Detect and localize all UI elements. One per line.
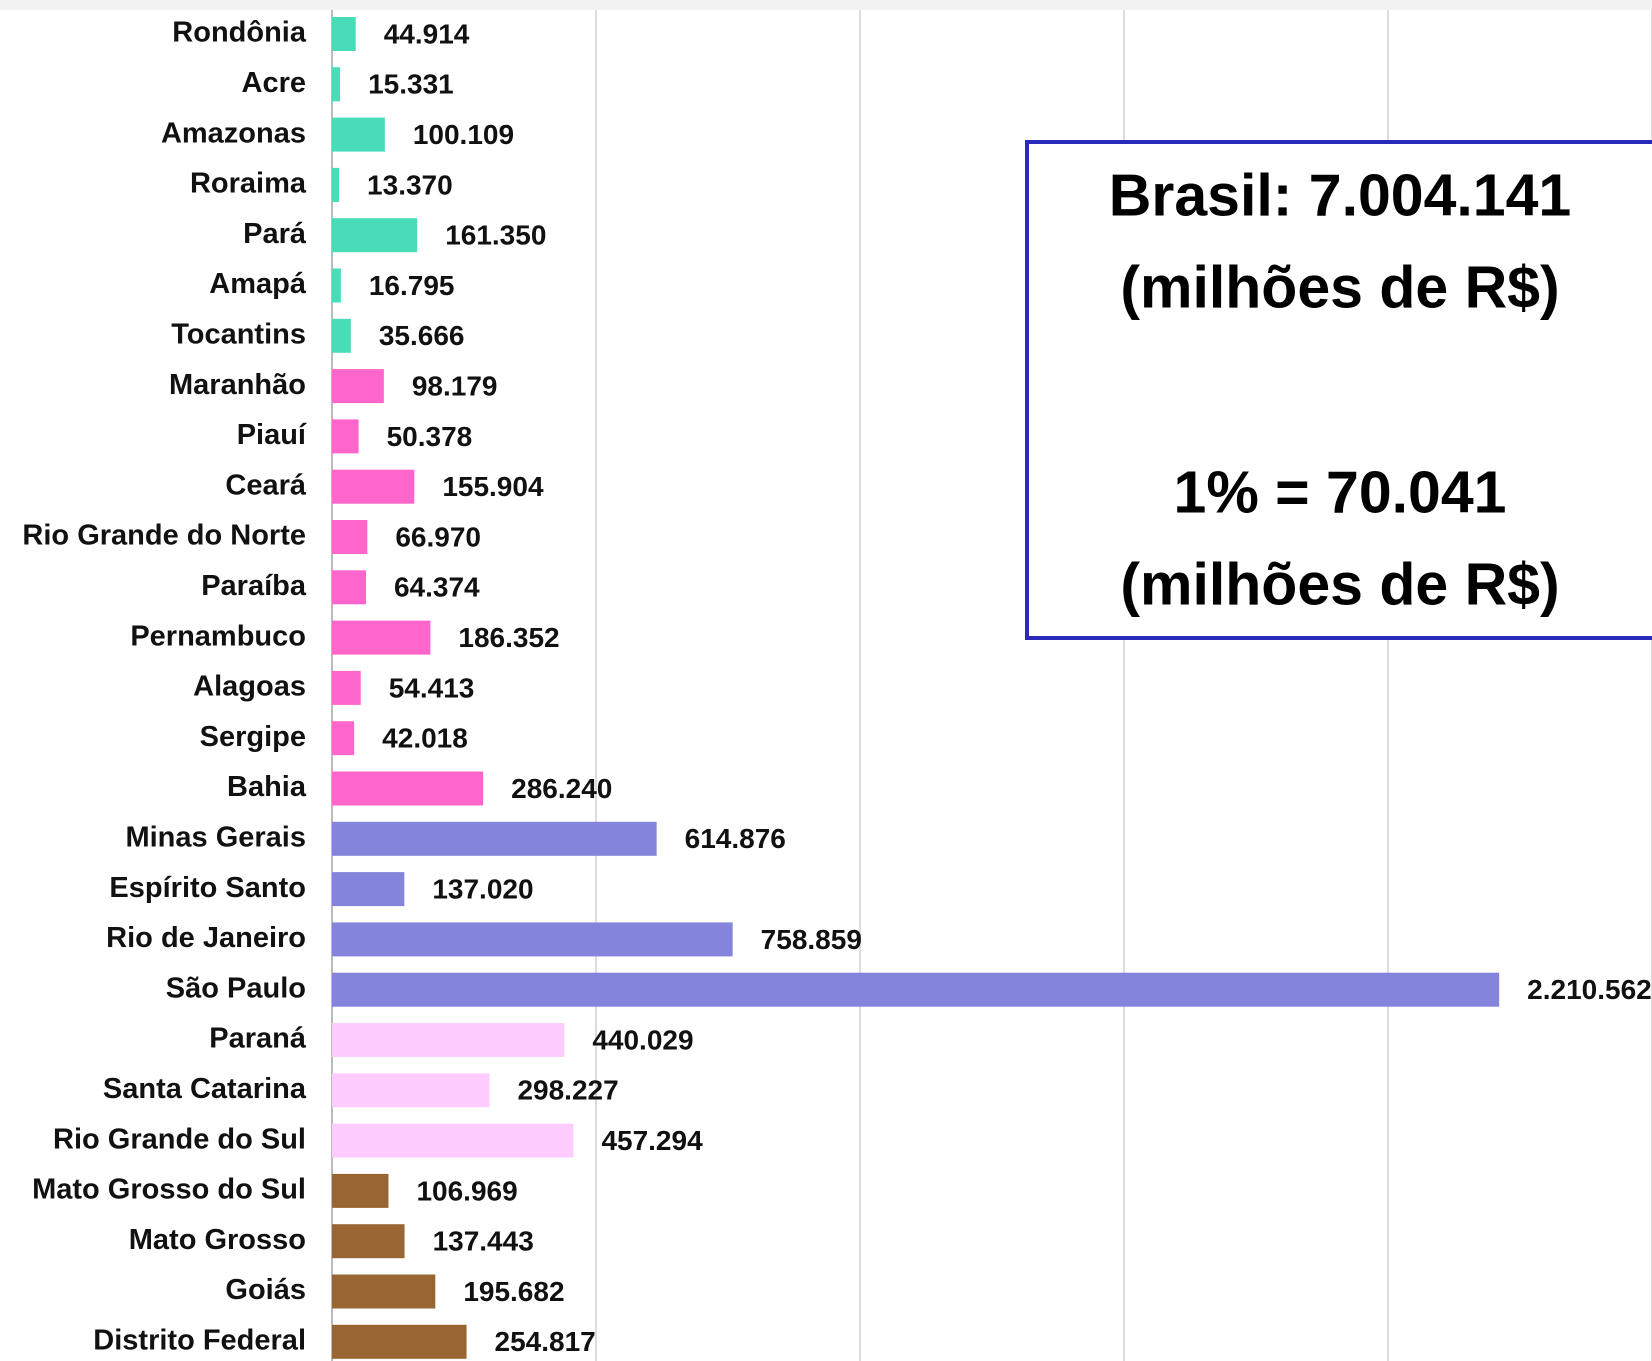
bar (332, 17, 356, 51)
category-label: Rondônia (172, 17, 307, 49)
bar (332, 318, 351, 353)
bar (332, 1023, 565, 1057)
bar (332, 268, 341, 303)
category-label: Rio de Janeiro (106, 922, 306, 954)
category-label: Goiás (225, 1274, 306, 1306)
bar (332, 67, 341, 102)
bar (332, 520, 368, 554)
bar (332, 1274, 436, 1309)
category-label: Piauí (237, 419, 307, 451)
annotation-box (1025, 140, 1652, 640)
category-label: Santa Catarina (103, 1073, 307, 1105)
data-label: 161.350 (445, 220, 546, 251)
annotation: (milhões de R$) (1120, 552, 1559, 618)
data-label: 286.240 (511, 773, 612, 804)
category-label: Paraíba (201, 570, 307, 602)
category-label: Pará (243, 218, 307, 250)
category-label: Ceará (225, 469, 306, 501)
data-label: 614.876 (685, 823, 786, 854)
data-label: 54.413 (389, 672, 475, 703)
category-label: Minas Gerais (125, 821, 306, 853)
bar (332, 872, 405, 907)
bar (332, 469, 415, 504)
data-label: 106.969 (416, 1175, 517, 1206)
data-label: 35.666 (379, 320, 465, 351)
category-label: Maranhão (169, 369, 306, 401)
category-label: Espírito Santo (109, 872, 306, 904)
bar (332, 419, 359, 454)
bar (332, 620, 431, 655)
category-label: Roraima (190, 168, 307, 200)
category-label: Distrito Federal (93, 1324, 306, 1356)
bar (332, 1224, 405, 1259)
category-label: Amapá (209, 268, 307, 300)
data-label: 254.817 (495, 1326, 596, 1357)
data-label: 42.018 (382, 723, 468, 754)
category-label: Alagoas (193, 671, 306, 703)
bar (332, 821, 657, 856)
category-label: Mato Grosso (129, 1224, 306, 1256)
data-label: 100.109 (413, 119, 514, 150)
data-label: 155.904 (442, 471, 544, 502)
data-label: 186.352 (458, 622, 559, 653)
category-label: Paraná (209, 1023, 307, 1055)
category-label: Mato Grosso do Sul (32, 1174, 306, 1206)
category-label: Tocantins (171, 318, 306, 350)
data-label: 13.370 (367, 169, 453, 200)
data-label: 137.443 (433, 1226, 534, 1257)
data-label: 16.795 (369, 270, 455, 301)
category-label: São Paulo (166, 972, 306, 1004)
bar (332, 167, 340, 202)
bar (332, 1073, 490, 1108)
data-label: 298.227 (517, 1075, 618, 1106)
category-label: Pernambuco (130, 620, 306, 652)
annotation: 1% = 70.041 (1174, 460, 1507, 526)
category-label: Bahia (227, 771, 307, 803)
data-label: 2.210.562 (1527, 974, 1652, 1005)
bar (332, 117, 385, 152)
data-label: 66.970 (395, 521, 481, 552)
data-label: 457.294 (601, 1125, 703, 1156)
bar (332, 1173, 389, 1208)
bar (332, 771, 484, 806)
category-label: Rio Grande do Sul (53, 1123, 306, 1155)
data-label: 195.682 (463, 1276, 564, 1307)
data-label: 137.020 (432, 873, 533, 904)
data-label: 44.914 (384, 18, 470, 49)
bar (332, 721, 355, 756)
data-label: 64.374 (394, 572, 480, 603)
data-label: 15.331 (368, 69, 454, 100)
top-strip (0, 0, 1652, 10)
bar (332, 1123, 574, 1158)
bar (332, 369, 384, 404)
bar (332, 670, 361, 705)
data-label: 440.029 (592, 1024, 693, 1055)
bar (332, 972, 1500, 1007)
data-label: 758.859 (761, 924, 862, 955)
bar (332, 218, 418, 253)
bar (332, 570, 366, 605)
annotation: (milhões de R$) (1120, 255, 1559, 321)
data-label: 98.179 (412, 370, 498, 401)
category-label: Sergipe (200, 721, 306, 753)
category-label: Acre (242, 67, 307, 99)
category-label: Rio Grande do Norte (22, 520, 306, 552)
annotation: Brasil: 7.004.141 (1109, 163, 1572, 229)
data-label: 50.378 (387, 421, 473, 452)
category-label: Amazonas (161, 117, 306, 149)
bar (332, 1324, 467, 1359)
bar (332, 922, 733, 957)
